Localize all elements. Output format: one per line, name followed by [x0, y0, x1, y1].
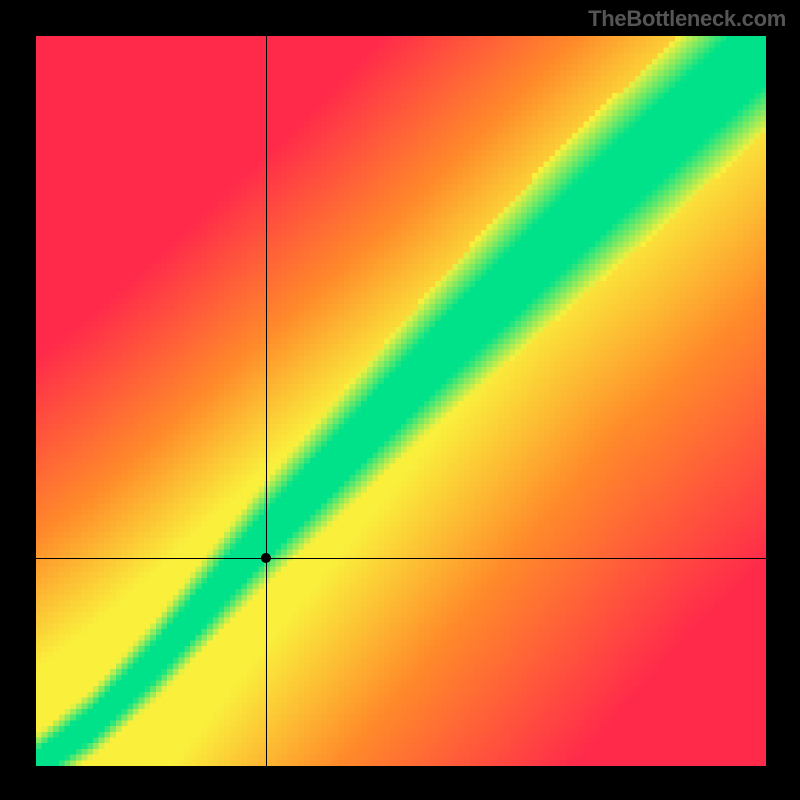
crosshair-overlay: [36, 36, 766, 766]
chart-container: TheBottleneck.com: [0, 0, 800, 800]
watermark-text: TheBottleneck.com: [588, 6, 786, 32]
